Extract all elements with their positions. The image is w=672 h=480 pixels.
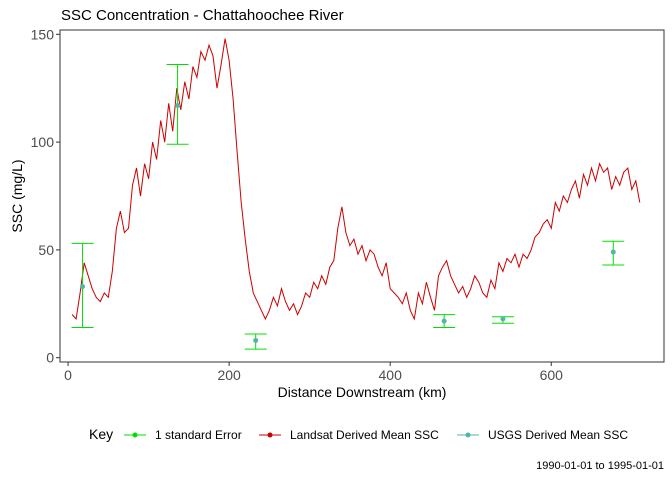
y-axis-title: SSC (mg/L) [9,159,25,232]
legend-label-landsat: Landsat Derived Mean SSC [290,428,439,442]
y-tick-label: 0 [46,350,54,366]
usgs-mean-ssc-point [610,249,616,255]
usgs-point-group [491,316,514,324]
legend-key-usgs [457,432,479,438]
legend-label-standard-error: 1 standard Error [155,428,242,442]
legend-point-usgs [465,432,471,438]
legend: Key 1 standard Error Landsat Derived Mea… [89,426,628,442]
usgs-point-group [166,63,189,145]
y-tick-label: 50 [38,242,54,258]
x-axis-title: Distance Downstream (km) [278,384,447,400]
usgs-point-group [602,240,625,266]
usgs-point-group [244,333,267,350]
plot-area [71,38,641,350]
legend-point-standard-error [132,432,138,438]
usgs-mean-ssc-point [500,316,506,322]
y-tick-label: 100 [31,134,55,150]
legend-key-standard-error [124,432,146,438]
plot-panel-border [59,29,665,363]
x-tick-label: 600 [540,367,564,383]
usgs-mean-ssc-point [441,318,447,324]
y-tick-label: 150 [31,26,55,42]
x-tick-label: 200 [217,367,241,383]
x-tick-label: 400 [379,367,403,383]
usgs-mean-ssc-point [80,284,86,290]
y-axis: 0 50 100 150 [31,26,60,366]
usgs-point-group [433,314,456,329]
usgs-point-group [71,242,94,329]
usgs-mean-ssc-point [253,337,259,343]
x-tick-label: 0 [64,367,72,383]
date-range-caption: 1990-01-01 to 1995-01-01 [536,460,664,472]
legend-label-usgs: USGS Derived Mean SSC [488,428,628,442]
legend-point-landsat [267,432,273,438]
landsat-mean-ssc-line [71,38,641,321]
usgs-mean-ssc-point [175,102,181,108]
chart-title: SSC Concentration - Chattahoochee River [61,7,344,24]
legend-key-landsat [259,432,281,438]
legend-title: Key [89,426,113,442]
x-axis: 0 200 400 600 [64,362,563,383]
